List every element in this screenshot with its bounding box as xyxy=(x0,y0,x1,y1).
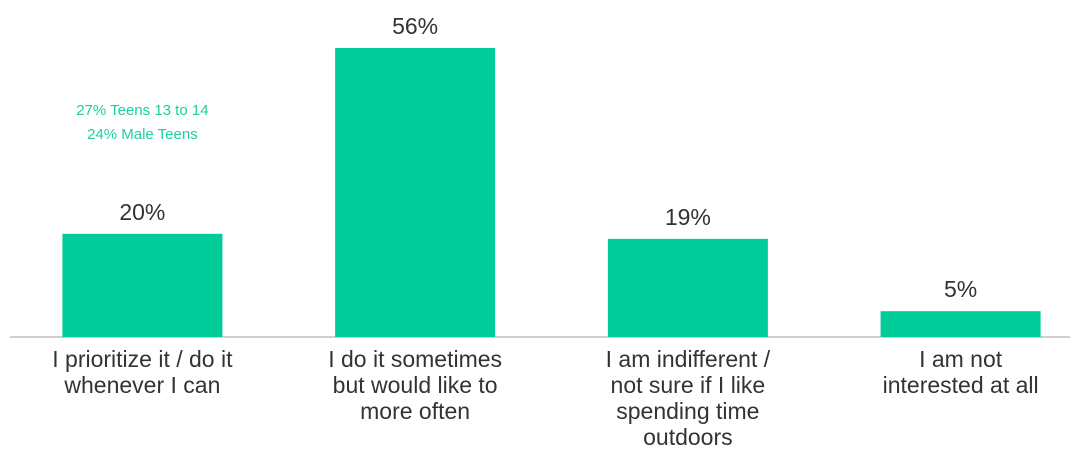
value-label-2: 19% xyxy=(665,204,711,230)
category-label-line: spending time xyxy=(616,398,759,424)
category-label-line: interested at all xyxy=(883,372,1039,398)
annotation-group: 27% Teens 13 to 14 24% Male Teens xyxy=(76,102,208,143)
category-label-line: whenever I can xyxy=(63,372,220,398)
bar-3 xyxy=(880,311,1041,337)
category-label-line: but would like to xyxy=(333,372,498,398)
value-label-0: 20% xyxy=(119,199,165,225)
category-label-line: I am not xyxy=(919,346,1003,372)
value-label-3: 5% xyxy=(944,276,977,302)
category-label-line: not sure if I like xyxy=(611,372,766,398)
bar-0 xyxy=(62,233,223,337)
bar-2 xyxy=(607,238,768,337)
category-label-line: I prioritize it / do it xyxy=(52,346,233,372)
category-label-line: outdoors xyxy=(643,424,733,450)
value-label-1: 56% xyxy=(392,13,438,39)
category-label-line: I am indifferent / xyxy=(606,346,771,372)
bars-group xyxy=(62,48,1041,337)
category-label-2: I am indifferent /not sure if I likespen… xyxy=(606,346,771,450)
annotation-line: 24% Male Teens xyxy=(87,126,198,143)
annotation-line: 27% Teens 13 to 14 xyxy=(76,102,208,119)
value-labels-group: 20% 56% 19% 5% xyxy=(119,13,977,302)
category-label-line: I do it sometimes xyxy=(328,346,502,372)
category-label-line: more often xyxy=(360,398,470,424)
bar-1 xyxy=(335,48,496,337)
